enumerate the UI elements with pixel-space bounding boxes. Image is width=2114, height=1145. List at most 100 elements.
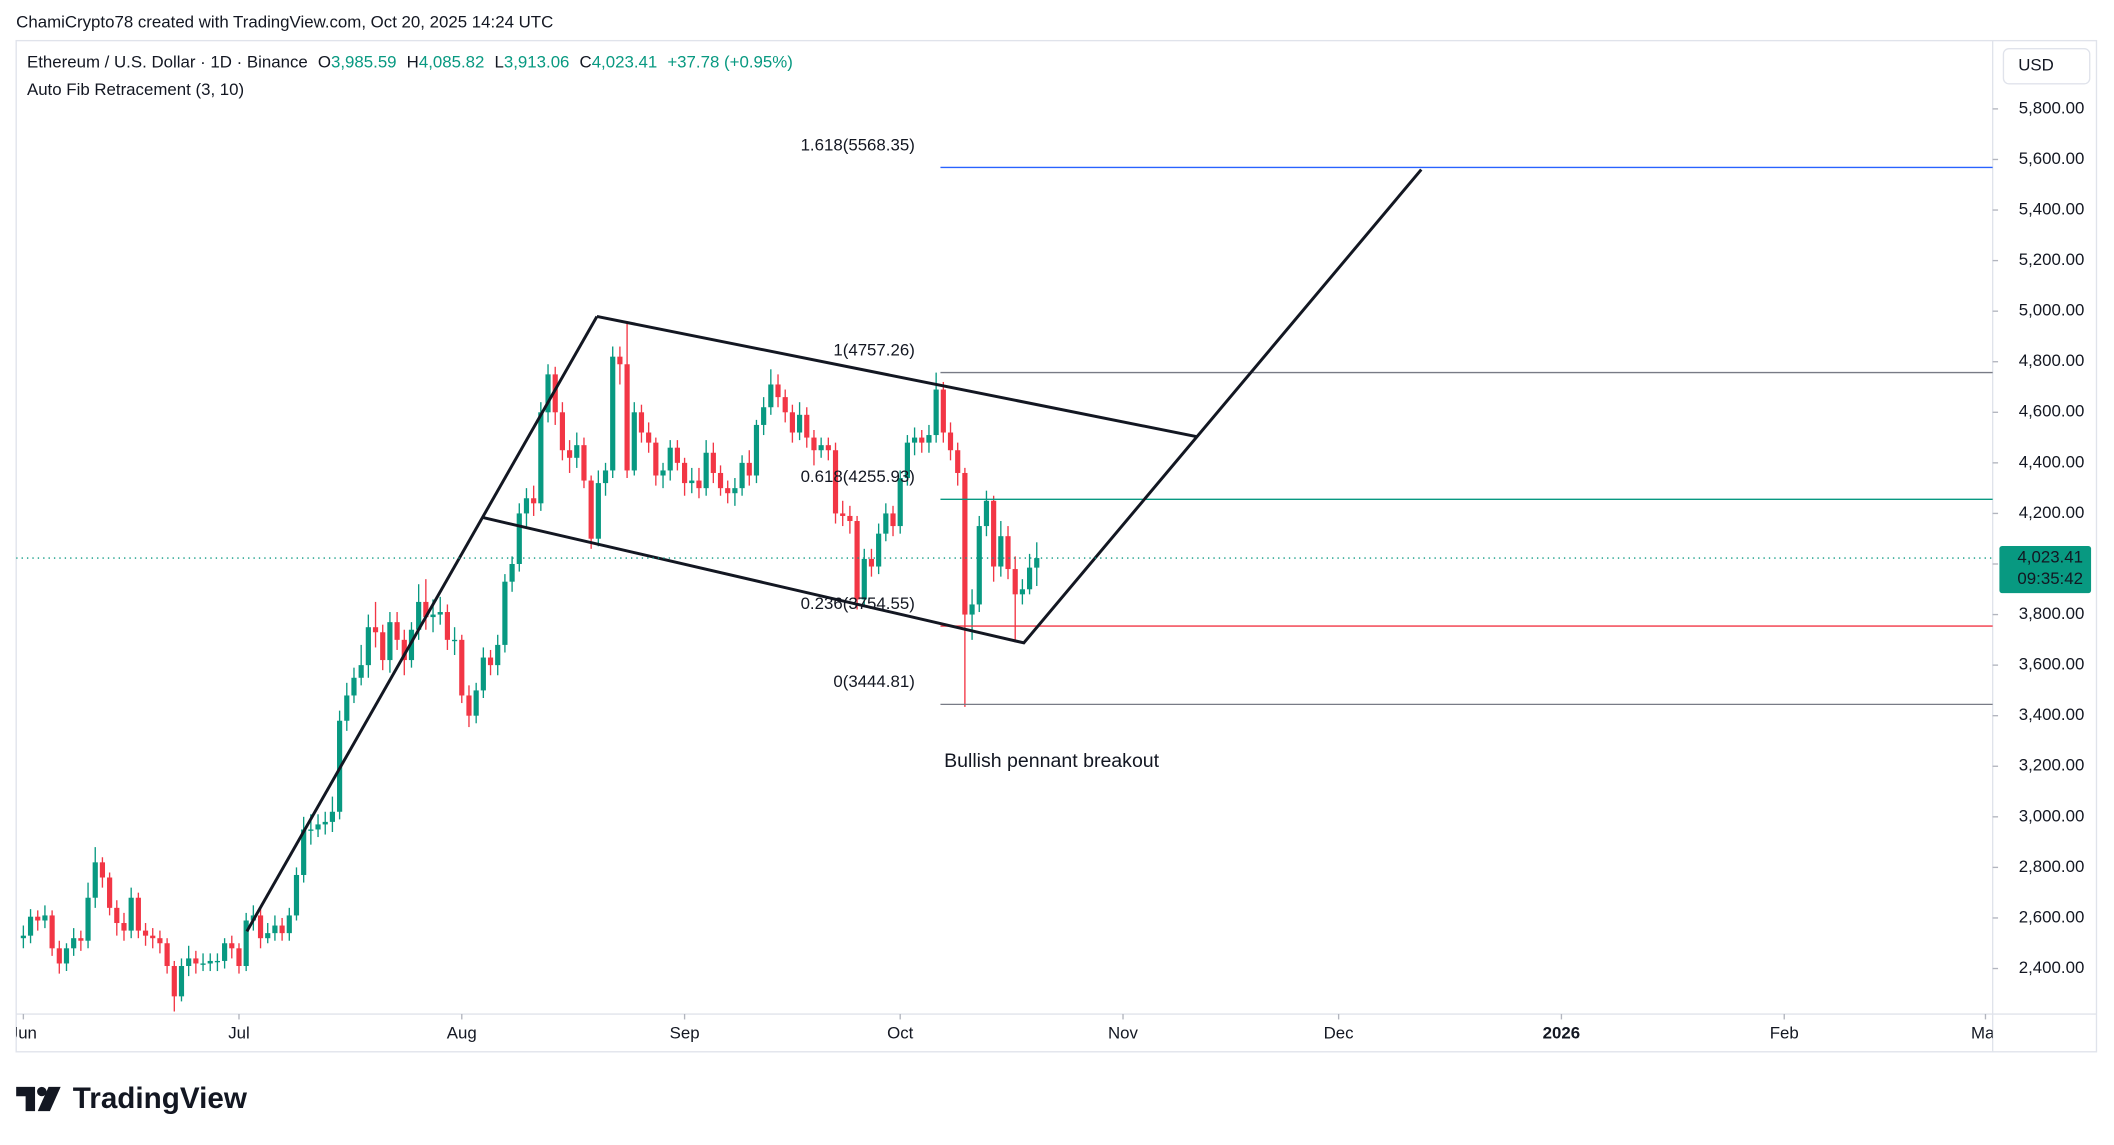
trendline bbox=[596, 315, 1197, 439]
candle-body bbox=[559, 412, 565, 451]
candle-body bbox=[121, 923, 127, 931]
candle-body bbox=[92, 862, 98, 898]
candle-body bbox=[710, 452, 716, 473]
chart-frame bbox=[15, 39, 2098, 1053]
x-tick-label: Sep bbox=[670, 1024, 700, 1043]
candle-body bbox=[840, 513, 846, 516]
candle-body bbox=[624, 364, 630, 471]
y-tick-label: 4,200.00 bbox=[2019, 503, 2085, 522]
candle-body bbox=[358, 665, 364, 678]
candle-body bbox=[293, 874, 300, 916]
candle-body bbox=[646, 432, 652, 443]
logo-icon bbox=[37, 1086, 61, 1112]
candle-body bbox=[322, 821, 328, 825]
candle-body bbox=[430, 614, 436, 618]
candle-body bbox=[423, 601, 429, 618]
y-tick-label: 5,200.00 bbox=[2019, 250, 2085, 269]
candle-body bbox=[854, 521, 860, 600]
candle-body bbox=[229, 943, 235, 949]
candle-body bbox=[459, 639, 465, 696]
y-tick-label: 3,200.00 bbox=[2019, 756, 2085, 775]
candle-body bbox=[157, 938, 163, 944]
y-tick-label: 4,800.00 bbox=[2019, 351, 2085, 370]
candle-body bbox=[516, 513, 522, 564]
candle-body bbox=[380, 632, 386, 661]
candle-body bbox=[768, 384, 774, 408]
candle-body bbox=[962, 472, 968, 615]
fib-label: 0.618(4255.93) bbox=[801, 467, 915, 486]
candle-body bbox=[610, 356, 616, 471]
candle-body bbox=[416, 601, 422, 630]
candle-body bbox=[301, 829, 307, 875]
candle-body bbox=[911, 437, 918, 443]
candle-body bbox=[1012, 569, 1018, 595]
candle-body bbox=[286, 915, 292, 934]
candle-body bbox=[207, 960, 213, 964]
currency-button[interactable] bbox=[2002, 48, 2091, 85]
candle-body bbox=[401, 639, 407, 661]
countdown-label: 09:35:42 bbox=[2017, 569, 2083, 588]
candle-body bbox=[42, 915, 48, 921]
candle-body bbox=[732, 488, 738, 494]
fib-label: 1(4757.26) bbox=[833, 340, 914, 359]
x-tick-label: Jul bbox=[228, 1024, 250, 1043]
candle-body bbox=[552, 374, 558, 413]
candle-body bbox=[847, 515, 853, 522]
candle-body bbox=[955, 450, 961, 473]
last-price-box bbox=[1999, 545, 2092, 594]
ohlc-value: 4,023.41 bbox=[592, 53, 658, 72]
candle-body bbox=[832, 450, 839, 514]
candle-body bbox=[811, 437, 817, 451]
candle-body bbox=[85, 897, 91, 941]
candle-body bbox=[947, 432, 954, 451]
y-tick-label: 2,800.00 bbox=[2019, 857, 2085, 876]
price-axis: 2,400.00 2,600.00 2,800.00 3,000.00 3,200.00… bbox=[1992, 98, 2092, 977]
candle-body bbox=[976, 526, 982, 605]
candle-body bbox=[372, 627, 379, 633]
candle-body bbox=[56, 948, 62, 964]
y-tick-label: 5,600.00 bbox=[2019, 149, 2085, 168]
symbol: Ethereum / U.S. Dollar · 1D · Binance bbox=[27, 53, 308, 72]
last-price-label: 4,023.41 bbox=[2017, 548, 2083, 567]
candle-body bbox=[883, 513, 889, 534]
candle-body bbox=[135, 897, 141, 931]
candle-body bbox=[487, 657, 494, 666]
trendline bbox=[245, 315, 599, 933]
candle-body bbox=[545, 374, 551, 413]
candle-body bbox=[473, 690, 479, 716]
candle-body bbox=[394, 622, 400, 640]
candle-body bbox=[150, 935, 156, 939]
currency[interactable]: USD bbox=[2018, 56, 2054, 75]
candle-body bbox=[631, 412, 637, 471]
x-tick-label: Oct bbox=[887, 1024, 914, 1043]
candle-body bbox=[588, 480, 594, 539]
candle-body bbox=[222, 943, 228, 961]
candle-body bbox=[904, 442, 910, 479]
candle-body bbox=[890, 513, 896, 527]
plot: 1.618(5568.35)1(4757.26)0.618(4255.93)0.… bbox=[16, 135, 1993, 1012]
ohlc-value: 3,913.06 bbox=[504, 53, 570, 72]
candle-body bbox=[782, 397, 788, 413]
candle-body bbox=[35, 916, 41, 921]
candle-body bbox=[243, 920, 249, 967]
candle-body bbox=[983, 500, 990, 527]
fib-label: 0(3444.81) bbox=[833, 672, 914, 691]
candle-body bbox=[437, 612, 443, 615]
candle-body bbox=[128, 897, 134, 931]
candle-body bbox=[804, 414, 810, 438]
candle-body bbox=[682, 462, 688, 484]
candle-body bbox=[186, 958, 192, 967]
candle-body bbox=[1026, 567, 1033, 590]
candle-body bbox=[861, 558, 867, 600]
x-tick-label: Nov bbox=[1108, 1024, 1139, 1043]
candle-body bbox=[538, 412, 544, 504]
candle-body bbox=[344, 695, 350, 721]
candle-body bbox=[114, 907, 120, 924]
candle-body bbox=[452, 639, 458, 642]
candle-body bbox=[200, 963, 206, 965]
candle-body bbox=[991, 500, 997, 567]
candle-body bbox=[351, 677, 357, 696]
candle-body bbox=[279, 925, 285, 934]
